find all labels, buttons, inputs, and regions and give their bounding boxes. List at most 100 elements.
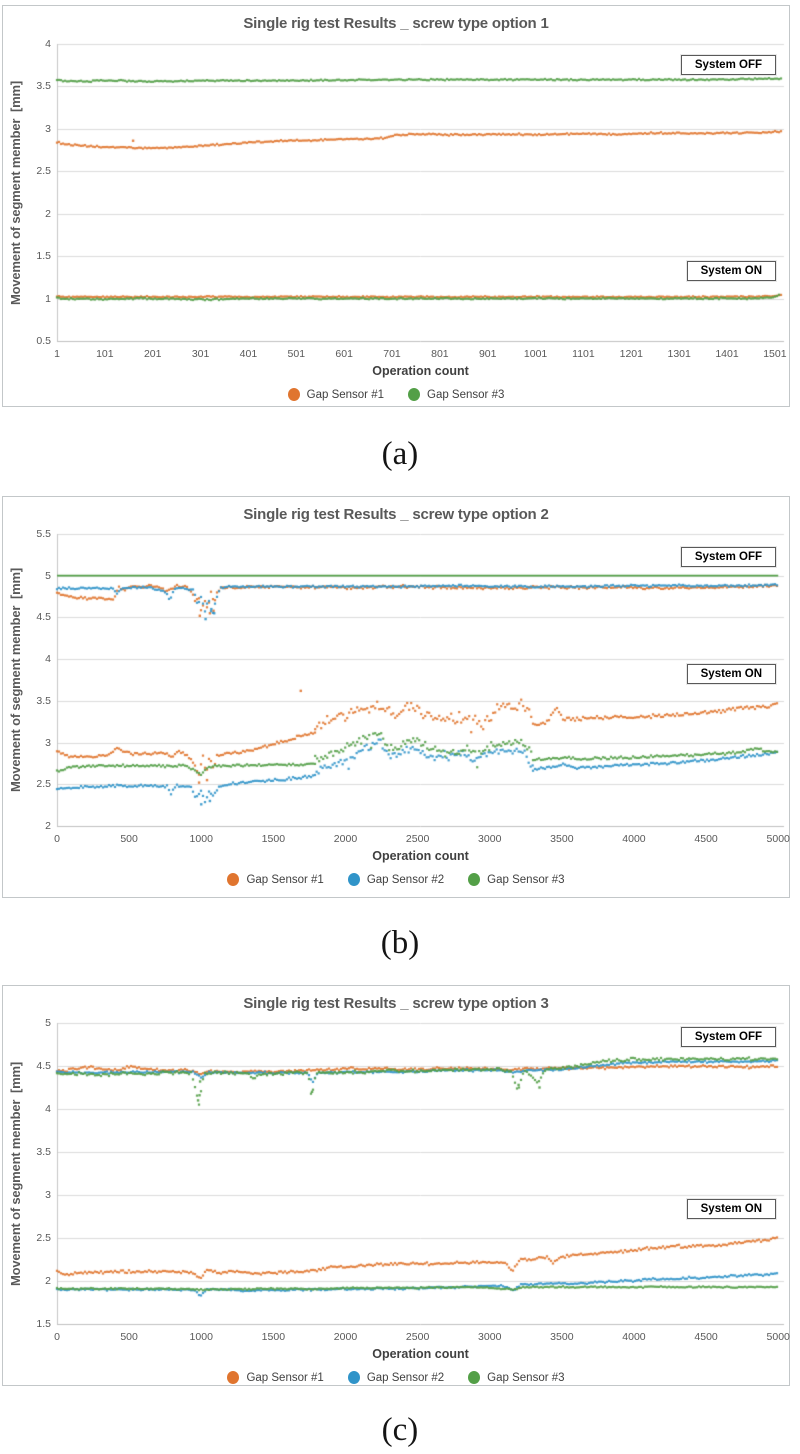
legend-marker-icon (347, 1371, 360, 1384)
x-tick-label: 401 (239, 348, 258, 360)
x-tick-label: 3000 (478, 1331, 502, 1343)
caption-c: (c) (381, 1412, 419, 1448)
y-tick-label: 4 (45, 653, 51, 666)
x-tick-label: 1401 (715, 348, 739, 360)
y-tick-label: 3.5 (36, 694, 51, 707)
y-tick-label: 2 (45, 1275, 51, 1287)
legend-marker-icon (408, 388, 420, 401)
y-tick-label: 5.5 (36, 528, 51, 540)
y-tick-label: 4 (45, 38, 51, 50)
legend: Gap Sensor #1 Gap Sensor #3 (3, 388, 789, 401)
legend-marker-icon (468, 1371, 481, 1384)
x-tick-label: 1301 (667, 348, 691, 360)
y-tick-label: 5 (45, 569, 51, 582)
system-off-label: System OFF (680, 1026, 776, 1047)
y-tick-label: 5 (45, 1017, 51, 1029)
y-tick-label: 4.5 (36, 611, 51, 624)
y-tick-label: 1.5 (36, 250, 51, 263)
x-tick-label: 301 (191, 348, 210, 360)
y-tick-label: 3.5 (36, 1146, 51, 1158)
legend-label: Gap Sensor #2 (366, 873, 445, 886)
x-axis-label: Operation count (372, 849, 469, 863)
x-axis-label: Operation count (372, 1347, 469, 1361)
legend-label: Gap Sensor #3 (427, 388, 505, 401)
x-tick-label: 3500 (550, 833, 574, 845)
legend-marker-icon (287, 388, 300, 401)
x-tick-label: 501 (287, 348, 306, 360)
system-on-label: System ON (686, 261, 776, 282)
plot-area (3, 6, 789, 406)
y-tick-label: 2.5 (36, 1232, 51, 1244)
legend-item: Gap Sensor #2 (347, 1371, 445, 1384)
legend-label: Gap Sensor #1 (246, 1371, 324, 1384)
x-tick-label: 201 (143, 348, 162, 360)
x-tick-label: 601 (335, 348, 353, 360)
legend-item: Gap Sensor #1 (227, 1371, 324, 1384)
x-tick-label: 1101 (572, 348, 595, 360)
legend-label: Gap Sensor #1 (306, 388, 384, 401)
y-tick-label: 0.5 (36, 335, 51, 347)
legend-item: Gap Sensor #2 (347, 873, 445, 886)
legend-label: Gap Sensor #1 (246, 873, 324, 886)
chart-screw-option-2: Single rig test Results _ screw type opt… (2, 496, 790, 898)
x-tick-label: 2000 (333, 1331, 358, 1343)
legend-label: Gap Sensor #3 (487, 873, 565, 886)
caption-b: (b) (380, 925, 420, 961)
chart-screw-option-3: Single rig test Results _ screw type opt… (2, 985, 790, 1386)
x-tick-label: 1001 (523, 348, 548, 360)
legend-item: Gap Sensor #3 (468, 1371, 565, 1384)
legend-marker-icon (468, 873, 481, 886)
x-tick-label: 2000 (333, 833, 358, 845)
caption-a: (a) (381, 436, 419, 472)
chart-title: Single rig test Results _ screw type opt… (243, 995, 549, 1012)
y-tick-label: 3 (45, 1189, 51, 1201)
system-off-label: System OFF (680, 547, 776, 568)
x-tick-label: 3500 (550, 1331, 574, 1343)
x-tick-label: 2500 (405, 1331, 430, 1343)
y-tick-label: 2.5 (36, 165, 51, 178)
y-tick-label: 3 (45, 736, 51, 749)
y-tick-label: 2.5 (36, 778, 51, 791)
x-tick-label: 5000 (766, 833, 790, 845)
plot-area (3, 497, 789, 897)
chart-screw-option-1: Single rig test Results _ screw type opt… (2, 5, 790, 407)
y-tick-label: 2 (45, 820, 51, 832)
x-tick-label: 3000 (478, 833, 502, 845)
legend-marker-icon (227, 873, 240, 886)
legend-item: Gap Sensor #3 (468, 873, 565, 886)
legend-marker-icon (227, 1371, 240, 1384)
legend-marker-icon (347, 873, 360, 886)
x-tick-label: 801 (431, 348, 449, 360)
x-tick-label: 5000 (766, 1331, 790, 1343)
x-tick-label: 4000 (622, 1331, 646, 1343)
x-tick-label: 1201 (619, 348, 643, 360)
y-tick-label: 1.5 (36, 1318, 51, 1330)
y-tick-label: 3.5 (36, 80, 51, 93)
legend: Gap Sensor #1 Gap Sensor #2 Gap Sensor #3 (3, 1371, 789, 1384)
legend-label: Gap Sensor #2 (366, 1371, 445, 1384)
system-off-label: System OFF (680, 55, 776, 76)
x-tick-label: 4500 (694, 1331, 718, 1343)
x-tick-label: 500 (120, 833, 138, 845)
y-tick-label: 4.5 (36, 1060, 51, 1072)
x-tick-label: 0 (54, 1331, 60, 1343)
x-tick-label: 101 (96, 348, 114, 360)
legend-item: Gap Sensor #1 (287, 388, 384, 401)
x-tick-label: 1501 (763, 348, 787, 360)
system-on-label: System ON (686, 663, 776, 684)
x-tick-label: 1 (54, 348, 60, 360)
legend-item: Gap Sensor #3 (408, 388, 504, 401)
x-tick-label: 1500 (261, 1331, 286, 1343)
y-tick-label: 2 (45, 207, 51, 220)
x-tick-label: 701 (383, 348, 401, 360)
legend-item: Gap Sensor #1 (227, 873, 324, 886)
chart-title: Single rig test Results _ screw type opt… (243, 15, 549, 32)
x-tick-label: 2500 (405, 833, 430, 845)
x-tick-label: 1500 (261, 833, 286, 845)
x-tick-label: 4000 (622, 833, 646, 845)
x-tick-label: 901 (478, 348, 497, 360)
y-tick-label: 4 (45, 1103, 51, 1115)
x-axis-label: Operation count (372, 364, 469, 378)
x-tick-label: 0 (54, 833, 60, 845)
